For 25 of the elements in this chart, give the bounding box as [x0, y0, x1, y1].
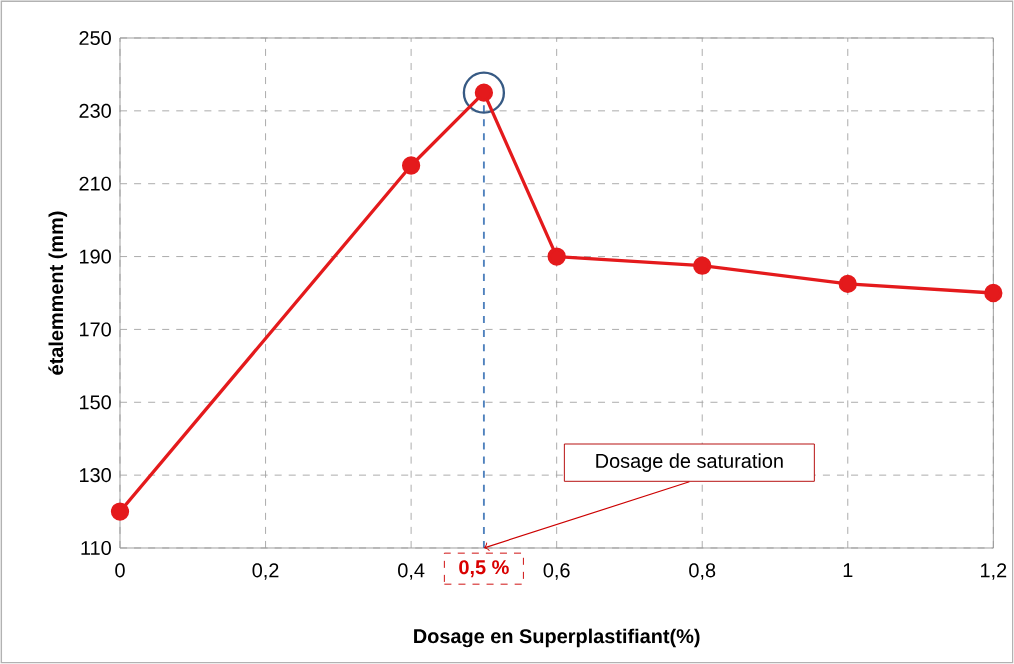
- x-tick-label: 0: [115, 563, 125, 578]
- x-tick-label: 0,8: [689, 563, 716, 580]
- y-tick-label: 110: [81, 540, 111, 556]
- ref-line-label: 0,5 %: [459, 560, 509, 578]
- y-tick-label: 230: [79, 103, 111, 118]
- x-tick-label: 1: [843, 563, 853, 577]
- annotation: Dosage de saturation: [596, 453, 783, 472]
- x-tick-label: 0,2: [252, 563, 279, 580]
- point: [401, 156, 421, 175]
- y-tick-label: 170: [80, 322, 111, 337]
- x-axis-title: Dosage en Superplastifiant(%): [414, 628, 700, 648]
- point: [984, 283, 1003, 303]
- point: [838, 274, 857, 294]
- x-tick-label: 0,6: [543, 563, 570, 580]
- y-tick-label: 190: [80, 249, 111, 264]
- point: [547, 247, 566, 266]
- y-tick-label: 210: [79, 176, 111, 191]
- y-tick-label: 150: [80, 395, 111, 410]
- x-tick-label: 1,2: [981, 563, 1007, 580]
- y-axis-title: étalemment (mm): [48, 211, 68, 375]
- x-tick-label: 0,4: [398, 563, 425, 580]
- y-tick-label: 130: [80, 468, 111, 483]
- point: [693, 256, 712, 275]
- y-tick-label: 250: [79, 30, 111, 46]
- point: [110, 502, 130, 521]
